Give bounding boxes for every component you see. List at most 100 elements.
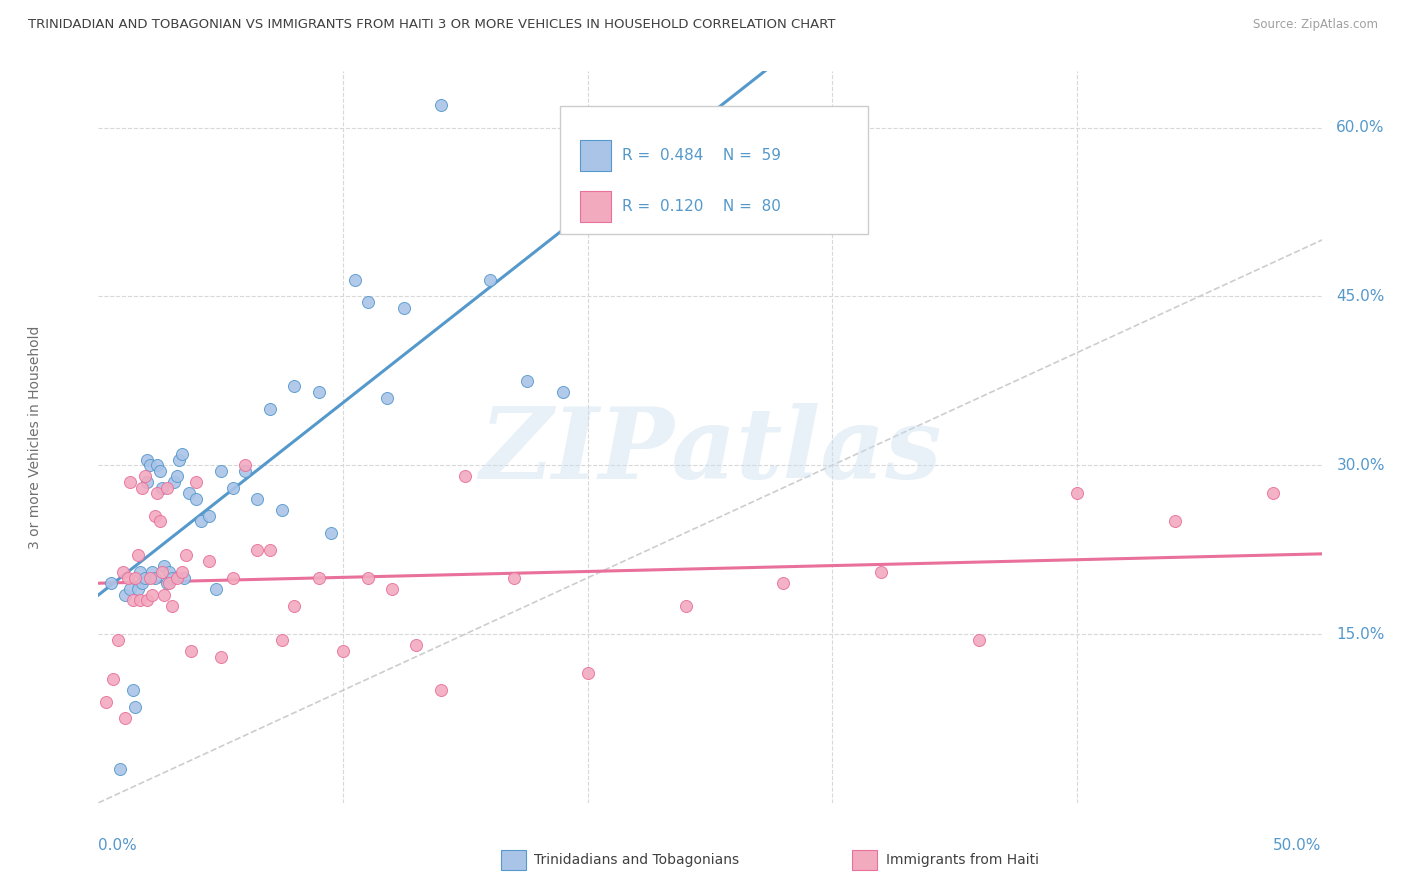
Text: R =  0.120    N =  80: R = 0.120 N = 80 [623,199,782,214]
Point [270,503,294,517]
Text: TRINIDADIAN AND TOBAGONIAN VS IMMIGRANTS FROM HAITI 3 OR MORE VEHICLES IN HOUSEH: TRINIDADIAN AND TOBAGONIAN VS IMMIGRANTS… [28,18,835,31]
Point [157,565,180,579]
Point [1261,486,1284,500]
Point [170,447,193,461]
Point [259,542,281,557]
Text: 50.0%: 50.0% [1274,838,1322,854]
Text: Immigrants from Haiti: Immigrants from Haiti [886,853,1039,867]
Point [405,638,427,652]
Point [283,599,305,613]
Point [270,632,294,647]
Point [392,301,416,315]
Point [163,475,186,489]
Point [129,593,152,607]
Point [205,582,228,596]
Point [356,295,378,310]
Text: Source: ZipAtlas.com: Source: ZipAtlas.com [1253,18,1378,31]
Point [146,458,169,473]
Point [94,694,117,708]
Point [186,475,208,489]
Point [344,272,367,286]
Point [107,632,129,647]
Point [516,374,538,388]
Text: 0.0%: 0.0% [98,838,138,854]
Point [870,565,893,579]
Point [675,599,697,613]
Point [149,464,172,478]
Point [139,458,162,473]
Point [120,475,142,489]
Text: 45.0%: 45.0% [1336,289,1385,304]
Point [170,565,193,579]
Point [1066,486,1088,500]
Point [209,649,232,664]
Point [177,486,200,500]
Point [121,683,143,698]
Point [114,588,136,602]
Point [576,666,599,681]
Point [1164,515,1187,529]
Point [553,385,575,400]
Point [146,486,169,500]
Text: 15.0%: 15.0% [1336,626,1385,641]
Point [197,508,219,523]
Point [430,98,453,112]
Point [332,644,354,658]
Point [139,571,162,585]
Text: 30.0%: 30.0% [1336,458,1385,473]
Point [129,565,152,579]
Point [114,711,136,725]
Point [111,565,134,579]
Point [308,385,330,400]
Point [156,576,179,591]
Point [209,464,232,478]
Point [967,632,990,647]
Point [173,571,195,585]
Point [131,481,153,495]
Point [136,475,159,489]
Point [356,571,378,585]
Point [166,571,188,585]
Point [283,379,305,393]
Point [186,491,208,506]
Text: R =  0.484    N =  59: R = 0.484 N = 59 [623,148,782,163]
Point [124,700,146,714]
Point [157,576,180,591]
Point [150,481,173,495]
Point [308,571,330,585]
Point [110,762,132,776]
Point [233,458,256,473]
Point [141,588,163,602]
Point [319,525,342,540]
Point [233,464,256,478]
Point [153,588,176,602]
Point [136,452,159,467]
Text: 3 or more Vehicles in Household: 3 or more Vehicles in Household [28,326,42,549]
Point [150,565,173,579]
Point [136,593,159,607]
Point [156,481,179,495]
Point [167,452,190,467]
Point [190,515,212,529]
Point [127,548,149,562]
Point [134,469,156,483]
Point [100,576,122,591]
Text: 60.0%: 60.0% [1336,120,1385,135]
Point [430,683,453,698]
Point [222,481,245,495]
Text: ZIPatlas: ZIPatlas [479,403,941,500]
Point [160,599,183,613]
Point [124,571,146,585]
Point [381,582,404,596]
Point [127,582,149,596]
Point [259,401,281,416]
Point [153,559,176,574]
Point [131,576,153,591]
Point [149,515,172,529]
Point [246,542,269,557]
Point [166,469,188,483]
Point [478,272,501,286]
Point [120,582,142,596]
Point [375,391,398,405]
Point [772,576,794,591]
